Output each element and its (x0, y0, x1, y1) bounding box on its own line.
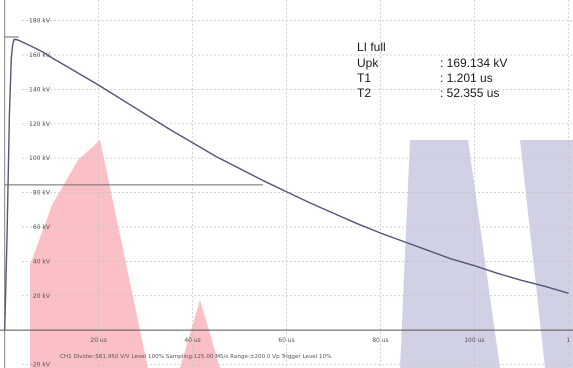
data-point (473, 265, 475, 267)
data-point (41, 51, 43, 52)
data-point (450, 258, 452, 260)
data-point (380, 232, 381, 234)
upk-label: Upk (357, 56, 379, 70)
y-tick-label: 80 kV (33, 190, 51, 197)
watermark-red-shape (30, 140, 148, 368)
upk-value: : 169.134 kV (440, 56, 507, 70)
data-point (567, 292, 569, 294)
x-tick-label: 40 us (184, 337, 200, 344)
t2-label: T2 (357, 86, 371, 100)
x-tick-label: 80 us (372, 337, 388, 344)
data-point (51, 57, 53, 59)
series (4, 38, 569, 331)
data-point (192, 142, 193, 144)
data-point (215, 156, 217, 157)
y-tick-labels: 180 kV 160 kV 140 kV 120 kV 100 kV 80 kV 60 kV… (29, 18, 51, 368)
watermark-red-shape-2 (180, 300, 220, 368)
x-tick-label: 20 us (90, 337, 106, 344)
t1-label: T1 (357, 71, 371, 85)
y-tick-label: 140 kV (29, 86, 51, 93)
data-point (497, 273, 499, 274)
data-point (168, 128, 170, 130)
data-point (4, 329, 6, 331)
watermark-purple-shape (400, 140, 500, 368)
x-tick-label: 1 (566, 337, 570, 344)
data-point (74, 70, 76, 72)
data-point (544, 285, 546, 287)
t2-value: : 52.355 us (440, 86, 499, 100)
data-point (403, 241, 405, 243)
data-point (8, 114, 10, 116)
y-tick-label: 100 kV (29, 155, 51, 162)
reference-lines (4, 36, 264, 186)
data-point (309, 202, 311, 204)
watermark-purple-shape-2 (520, 140, 573, 368)
data-point (16, 39, 17, 40)
y-tick-label: -20 kV (31, 362, 51, 368)
data-point (286, 191, 287, 193)
data-point (427, 249, 428, 251)
data-point (98, 84, 100, 86)
y-tick-label: 40 kV (33, 258, 51, 265)
x-tick-labels: 20 us 40 us 60 us 80 us 100 us 1 (90, 337, 570, 344)
y-tick-label: 180 kV (29, 18, 51, 25)
data-point (333, 212, 334, 214)
data-point (27, 44, 29, 46)
t1-value: : 1.201 us (440, 71, 493, 85)
data-point (13, 38, 15, 40)
y-tick-label: 160 kV (29, 52, 51, 59)
x-tick-label: 100 us (464, 337, 484, 344)
data-point (12, 44, 14, 46)
data-point (356, 223, 358, 224)
data-point (121, 99, 123, 101)
data-point (18, 40, 20, 41)
y-tick-label: 60 kV (33, 224, 51, 231)
y-tick-label: 20 kV (33, 293, 51, 300)
mode-label: LI full (357, 40, 386, 54)
data-point (10, 58, 12, 59)
data-point (6, 235, 8, 236)
x-tick-label: 60 us (278, 337, 294, 344)
data-point (520, 279, 522, 281)
data-point (145, 113, 146, 115)
watermark (30, 140, 573, 368)
acquisition-footer: CH1 Divider:581.950 V/V Level 100% Sampl… (60, 354, 331, 360)
y-tick-label: 120 kV (29, 121, 51, 128)
data-point (262, 180, 264, 181)
measurement-annotation: LI full Upk : 169.134 kV T1 : 1.201 us T… (357, 40, 507, 100)
data-point (239, 168, 240, 169)
